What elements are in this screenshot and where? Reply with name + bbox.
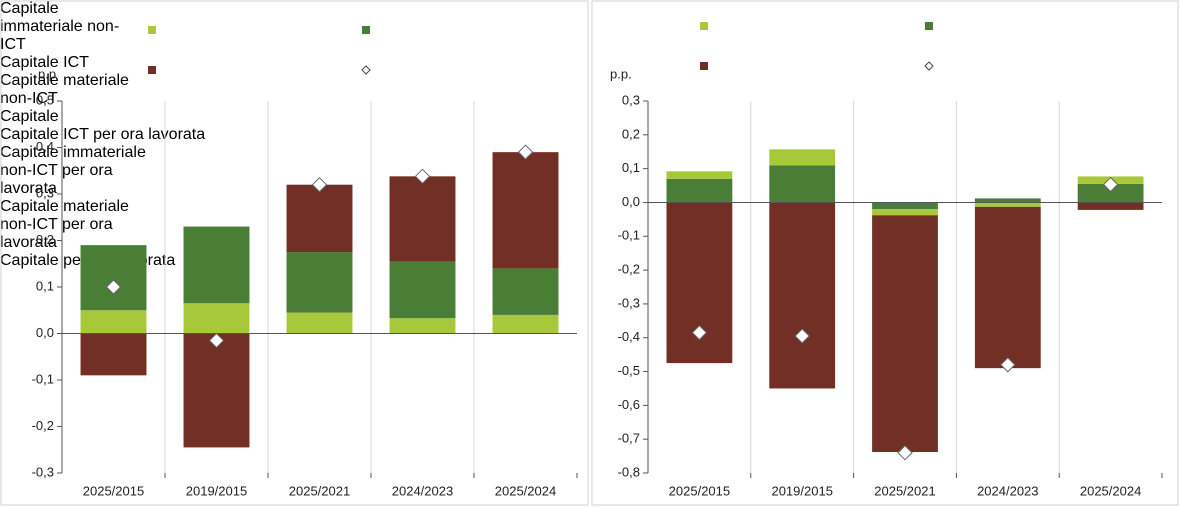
y-tick-label: 0,3	[622, 92, 640, 107]
diamond-marker	[517, 144, 534, 160]
bar-segment	[872, 202, 938, 210]
bar-segment	[974, 198, 1041, 203]
x-tick-label: 2025/2021	[289, 483, 350, 498]
bar-segment	[872, 209, 938, 216]
bar-segment	[183, 226, 250, 304]
legend-symbol	[924, 61, 934, 71]
bar-segment	[286, 184, 353, 253]
diamond-marker	[105, 279, 122, 295]
diamond-marker	[691, 324, 708, 341]
x-tick-label: 2019/2015	[771, 483, 832, 498]
y-tick-label: -0,3	[618, 295, 640, 310]
bar-segment	[286, 312, 353, 334]
diamond-marker	[794, 328, 810, 344]
bar-segment	[80, 310, 147, 334]
bar-segment	[492, 268, 559, 315]
legend-label: Capitale	[0, 108, 59, 125]
bar-segment	[183, 333, 250, 448]
legend-label: Capitale ICT	[0, 54, 89, 71]
y-tick-label: -0,8	[618, 464, 640, 479]
bar-segment	[80, 333, 147, 376]
bar-segment	[492, 152, 559, 269]
y-tick-label: -0,2	[618, 262, 640, 277]
diamond-marker	[897, 445, 913, 461]
bar-segment	[492, 314, 559, 334]
legend-symbol	[148, 66, 156, 74]
bar-segment	[666, 178, 733, 203]
legend-label: Capitale ICT per ora lavorata	[0, 126, 206, 143]
legend-symbol	[361, 65, 371, 75]
y-axis-label: p.p.	[610, 66, 632, 81]
y-tick-label: 0,5	[36, 92, 54, 107]
bar-segment	[974, 202, 1041, 207]
diamond-marker	[414, 168, 431, 185]
x-tick-label: 2025/2024	[1080, 483, 1141, 498]
bar-segment	[80, 245, 147, 311]
x-tick-label: 2019/2015	[186, 483, 247, 498]
legend-symbol	[362, 26, 370, 34]
y-tick-label: 0,0	[36, 325, 54, 340]
bar-segment	[183, 303, 250, 334]
y-tick-label: -0,2	[32, 418, 54, 433]
y-tick-label: 0,1	[36, 278, 54, 293]
legend-symbol	[700, 62, 708, 70]
bar-segment	[769, 165, 836, 203]
bar-segment	[389, 176, 456, 262]
bar-segment	[286, 252, 353, 313]
y-tick-label: -0,6	[618, 397, 640, 412]
diamond-marker	[1000, 357, 1016, 373]
y-tick-label: -0,1	[32, 371, 54, 386]
diamond-marker	[1102, 176, 1119, 193]
legend-label: Capitale materiale non-ICT	[0, 72, 129, 107]
x-tick-label: 2025/2015	[83, 483, 144, 498]
panel-border	[591, 0, 1179, 506]
x-tick-label: 2025/2024	[495, 483, 556, 498]
diamond-marker	[311, 176, 328, 193]
legend-label: Capitale immateriale non-ICT	[0, 0, 120, 53]
y-tick-label: -0,3	[32, 464, 54, 479]
y-tick-label: 0,2	[36, 232, 54, 247]
x-tick-label: 2025/2021	[874, 483, 935, 498]
x-tick-label: 2025/2015	[669, 483, 730, 498]
legend-label: Capitale immateriale non-ICT per ora lav…	[0, 144, 146, 197]
y-tick-label: -0,5	[618, 363, 640, 378]
bar-segment	[389, 261, 456, 319]
y-tick-label: -0,7	[618, 431, 640, 446]
bar-segment	[1077, 183, 1144, 203]
y-tick-label: 0,3	[36, 185, 54, 200]
bar-segment	[389, 318, 456, 334]
legend-label: Capitale materiale non-ICT per ora lavor…	[0, 198, 129, 251]
bar-segment	[769, 149, 836, 166]
bar-segment	[974, 206, 1041, 369]
y-tick-label: 0,2	[622, 126, 640, 141]
bar-segment	[769, 202, 836, 389]
x-tick-label: 2024/2023	[977, 483, 1038, 498]
y-axis-label: p.p	[38, 66, 56, 81]
legend-symbol	[925, 22, 933, 30]
y-tick-label: 0,4	[36, 139, 54, 154]
y-tick-label: -0,1	[618, 228, 640, 243]
bar-segment	[1077, 202, 1144, 210]
panel-border	[0, 0, 589, 506]
y-tick-label: 0,1	[622, 160, 640, 175]
y-tick-label: -0,4	[618, 329, 640, 344]
diamond-marker	[208, 332, 225, 349]
y-tick-label: 0,0	[622, 194, 640, 209]
x-tick-label: 2024/2023	[392, 483, 453, 498]
legend-symbol	[148, 26, 156, 34]
legend-symbol	[700, 22, 708, 30]
bar-segment	[872, 215, 938, 453]
bar-segment	[666, 171, 733, 179]
